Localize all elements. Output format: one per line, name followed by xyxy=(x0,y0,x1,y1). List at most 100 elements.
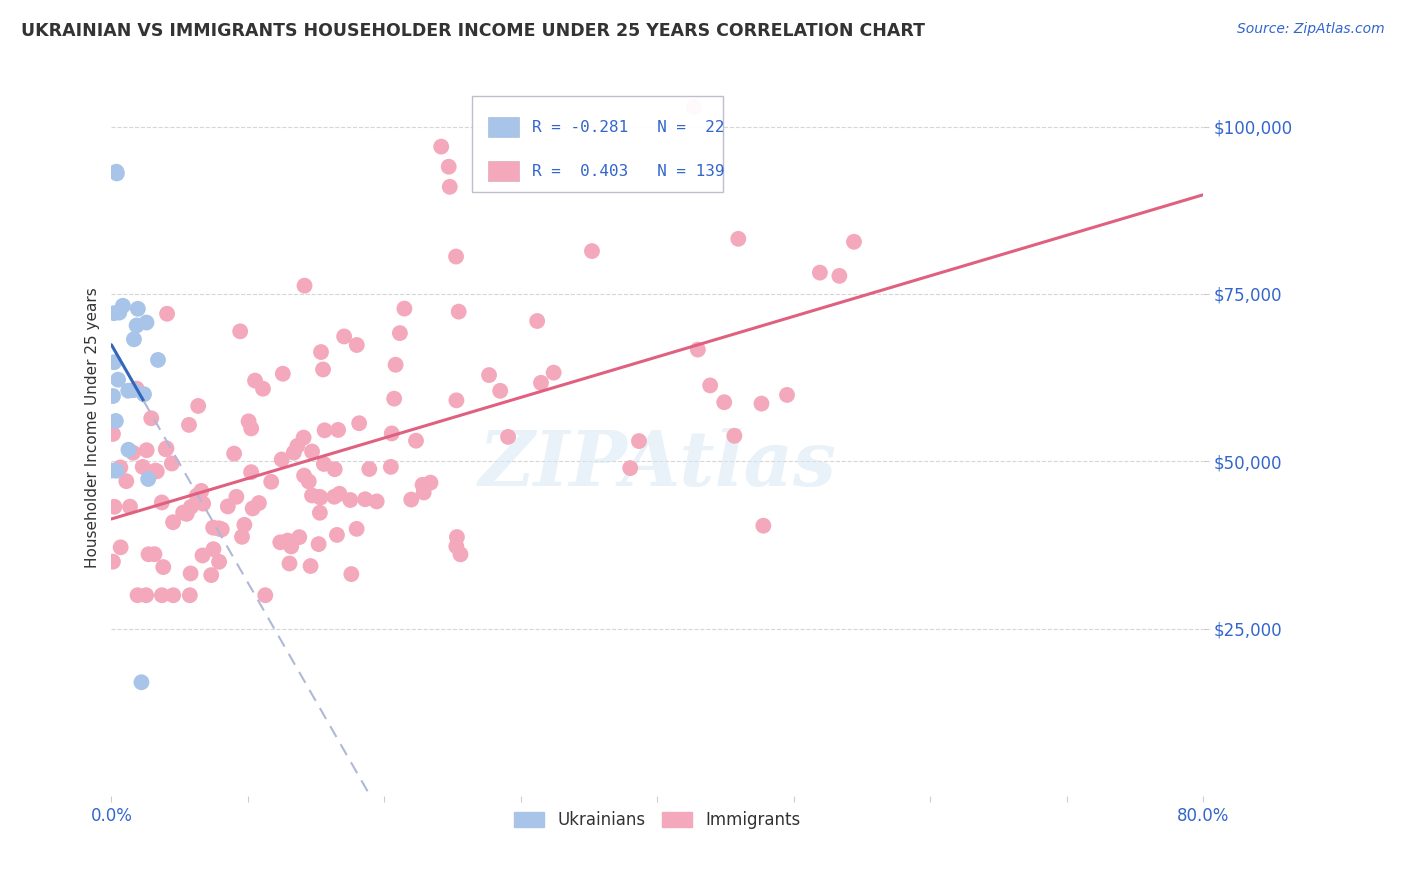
Point xyxy=(238,414,260,428)
Point xyxy=(713,395,735,409)
Point xyxy=(299,559,322,574)
Point xyxy=(496,430,519,444)
Point xyxy=(419,475,441,490)
Point xyxy=(155,442,177,457)
Point xyxy=(723,429,745,443)
Point xyxy=(122,446,145,460)
Point xyxy=(271,367,294,381)
Point xyxy=(280,540,302,554)
FancyBboxPatch shape xyxy=(488,161,519,181)
Point xyxy=(446,540,468,554)
Point xyxy=(828,268,851,283)
Point xyxy=(208,555,231,569)
Point xyxy=(287,439,309,453)
FancyBboxPatch shape xyxy=(488,117,519,137)
Point xyxy=(489,384,512,398)
Point xyxy=(162,588,184,602)
Point xyxy=(122,383,145,397)
Point xyxy=(135,588,157,602)
Point xyxy=(388,326,411,340)
Point xyxy=(686,343,709,357)
Point xyxy=(309,491,332,505)
Point xyxy=(699,378,721,392)
Point xyxy=(233,517,256,532)
Text: UKRAINIAN VS IMMIGRANTS HOUSEHOLDER INCOME UNDER 25 YEARS CORRELATION CHART: UKRAINIAN VS IMMIGRANTS HOUSEHOLDER INCO… xyxy=(21,22,925,40)
Point xyxy=(115,474,138,488)
Point xyxy=(131,675,153,690)
Point xyxy=(127,588,149,602)
Point xyxy=(430,139,453,153)
Point xyxy=(242,501,264,516)
Point xyxy=(412,485,434,500)
Point xyxy=(191,549,214,563)
Point xyxy=(401,492,423,507)
Point xyxy=(347,416,370,430)
Point xyxy=(105,164,128,178)
Point xyxy=(110,460,132,475)
Point xyxy=(366,494,388,508)
Point xyxy=(100,464,122,478)
Point xyxy=(105,166,128,180)
Point xyxy=(346,522,368,536)
Point xyxy=(117,384,139,398)
Y-axis label: Householder Income Under 25 years: Householder Income Under 25 years xyxy=(86,287,100,568)
Point xyxy=(312,457,335,471)
Point xyxy=(104,414,127,428)
Text: Source: ZipAtlas.com: Source: ZipAtlas.com xyxy=(1237,22,1385,37)
Point xyxy=(323,462,346,476)
Point xyxy=(202,521,225,535)
Point xyxy=(727,232,749,246)
Point xyxy=(176,507,198,521)
Point xyxy=(118,500,141,514)
Point xyxy=(156,307,179,321)
Point xyxy=(292,431,315,445)
Point xyxy=(143,547,166,561)
Point xyxy=(110,541,132,555)
Point xyxy=(225,490,247,504)
Point xyxy=(446,530,468,544)
Point xyxy=(208,521,231,535)
Point xyxy=(478,368,501,382)
Point xyxy=(339,493,361,508)
Point xyxy=(146,353,169,368)
Point xyxy=(172,506,194,520)
Point xyxy=(101,426,124,441)
Point xyxy=(308,506,330,520)
Point xyxy=(346,338,368,352)
Point xyxy=(308,537,330,551)
Point xyxy=(776,388,799,402)
Point xyxy=(200,568,222,582)
Point xyxy=(260,475,283,489)
Point xyxy=(439,179,461,194)
Point xyxy=(179,588,201,602)
Point xyxy=(211,522,233,536)
Point xyxy=(187,399,209,413)
Point xyxy=(160,457,183,471)
Point xyxy=(412,478,434,492)
Point xyxy=(530,376,553,390)
Point xyxy=(294,278,316,293)
Point xyxy=(292,468,315,483)
Point xyxy=(138,547,160,561)
Point xyxy=(207,522,229,536)
Point xyxy=(191,497,214,511)
Point xyxy=(150,495,173,509)
Point xyxy=(333,329,356,343)
Point xyxy=(314,423,336,437)
Point xyxy=(581,244,603,258)
Point xyxy=(243,374,266,388)
Point xyxy=(323,490,346,504)
Point xyxy=(384,358,406,372)
Point xyxy=(808,266,831,280)
Point xyxy=(619,461,641,475)
Point xyxy=(450,547,472,561)
Point xyxy=(217,500,239,514)
Point xyxy=(146,464,169,478)
Point xyxy=(394,301,416,316)
Point xyxy=(186,489,208,503)
Point xyxy=(103,500,125,514)
Point xyxy=(135,316,157,330)
Point xyxy=(301,488,323,502)
Point xyxy=(103,355,125,369)
Point xyxy=(107,373,129,387)
